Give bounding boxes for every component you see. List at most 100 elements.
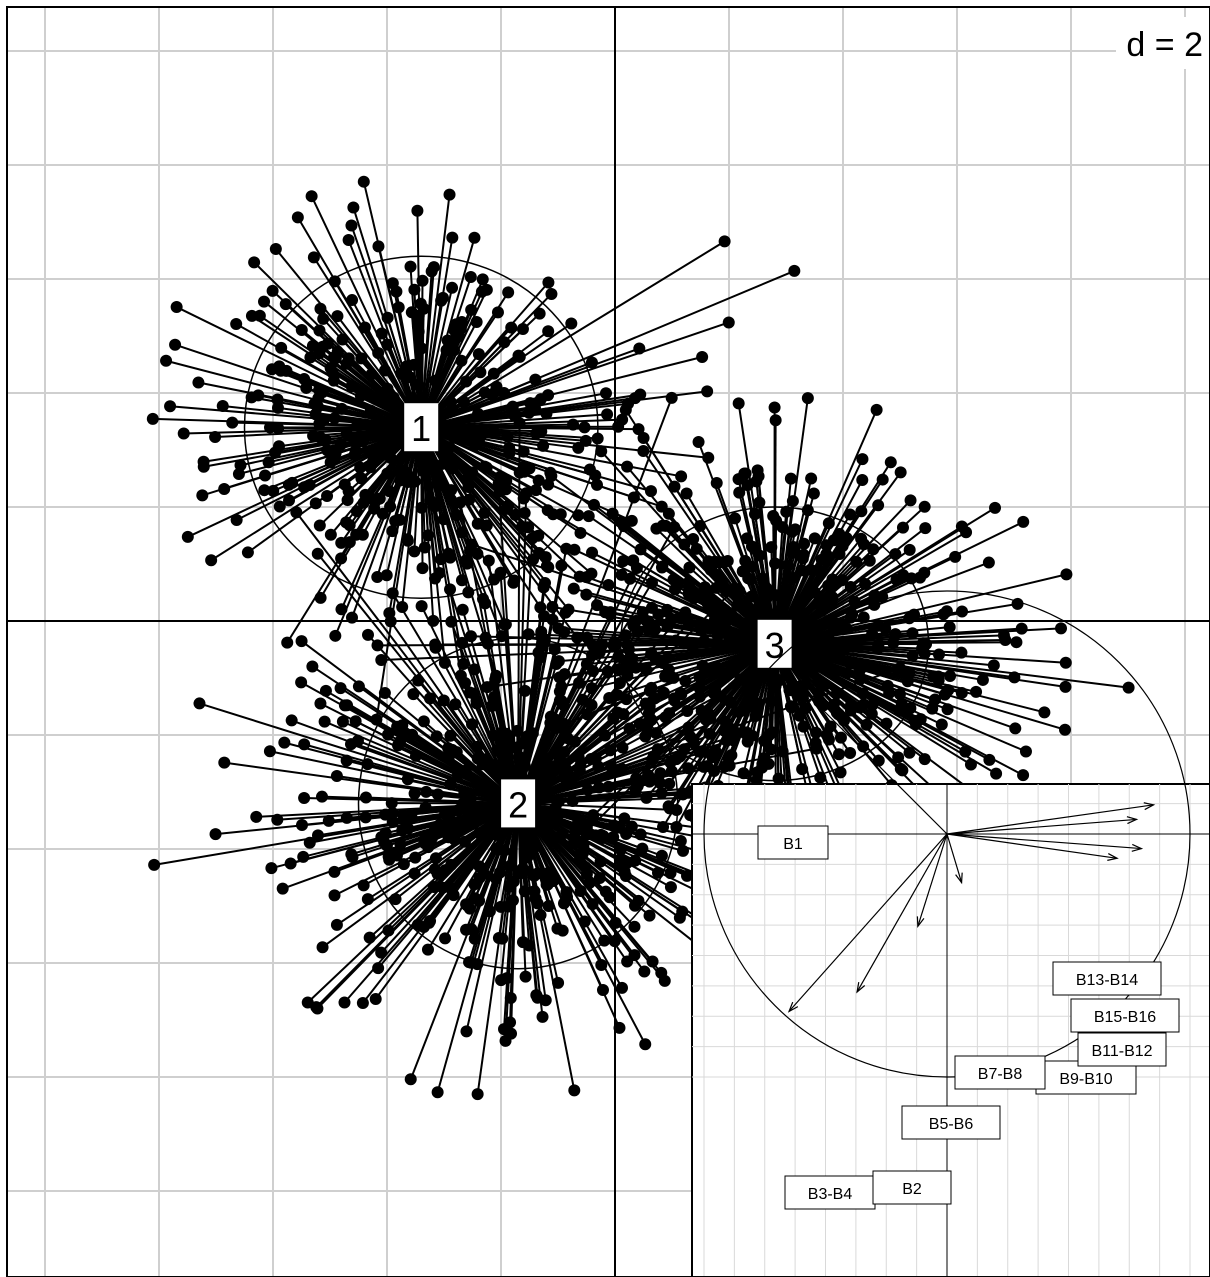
data-point	[567, 418, 580, 431]
data-point	[822, 517, 835, 530]
data-point	[695, 624, 708, 637]
data-point	[395, 410, 408, 423]
data-point	[678, 538, 691, 551]
data-point	[559, 727, 572, 740]
data-point	[664, 867, 677, 880]
data-point	[541, 504, 554, 517]
variable-label-box	[1070, 998, 1180, 1033]
data-point	[356, 528, 369, 541]
data-point	[470, 776, 483, 789]
data-point	[607, 831, 620, 844]
data-point	[519, 684, 532, 697]
data-point	[250, 810, 263, 823]
data-point	[164, 400, 177, 413]
data-point	[586, 546, 599, 559]
data-point	[555, 755, 568, 768]
data-point	[449, 698, 462, 711]
data-point	[602, 578, 615, 591]
data-point	[833, 548, 846, 561]
data-point	[1017, 515, 1030, 528]
data-point	[494, 566, 507, 579]
data-point	[445, 615, 458, 628]
data-point	[290, 506, 303, 519]
data-point	[361, 758, 374, 771]
data-point	[148, 858, 161, 871]
data-point	[1017, 769, 1030, 782]
data-point	[616, 981, 629, 994]
data-point	[491, 743, 504, 756]
data-point	[328, 453, 341, 466]
correlation-circle	[703, 590, 1191, 1078]
data-point	[459, 676, 472, 689]
data-point	[347, 201, 360, 214]
data-point	[352, 680, 365, 693]
data-point	[528, 869, 541, 882]
data-point	[356, 435, 369, 448]
data-point	[634, 543, 647, 556]
data-point	[637, 445, 650, 458]
data-point	[418, 836, 431, 849]
data-point	[860, 718, 873, 731]
data-point	[824, 720, 837, 733]
data-point	[392, 465, 405, 478]
data-point	[889, 548, 902, 561]
data-point	[418, 541, 431, 554]
data-point	[708, 555, 721, 568]
data-point	[546, 601, 559, 614]
data-point	[787, 571, 800, 584]
data-point	[534, 909, 547, 922]
data-point	[725, 749, 738, 762]
data-point	[663, 707, 676, 720]
data-point	[369, 993, 382, 1006]
data-point	[424, 494, 437, 507]
variable-label: B2	[902, 1181, 922, 1198]
data-point	[879, 622, 892, 635]
spoke-line	[310, 195, 423, 428]
data-point	[588, 498, 601, 511]
data-point	[1060, 568, 1073, 581]
data-point	[662, 800, 675, 813]
variable-label-box	[1052, 961, 1162, 996]
data-point	[656, 560, 669, 573]
data-point	[415, 501, 428, 514]
data-point	[539, 735, 552, 748]
data-point	[987, 659, 1000, 672]
data-point	[690, 542, 703, 555]
data-point	[646, 753, 659, 766]
data-point	[813, 695, 826, 708]
data-point	[798, 537, 811, 550]
variable-label: B9-B10	[1059, 1071, 1112, 1088]
data-point	[520, 487, 533, 500]
data-point	[753, 549, 766, 562]
data-point	[500, 972, 513, 985]
arrow-head	[804, 691, 816, 703]
data-point	[887, 636, 900, 649]
data-point	[709, 682, 722, 695]
data-point	[739, 670, 752, 683]
data-point	[417, 459, 430, 472]
data-point	[675, 688, 688, 701]
data-point	[723, 634, 736, 647]
data-point	[241, 546, 254, 559]
data-point	[812, 675, 825, 688]
data-point	[576, 819, 589, 832]
data-point	[372, 412, 385, 425]
variable-label: B13-B14	[1076, 972, 1138, 989]
spoke-line	[427, 802, 519, 951]
data-point	[364, 461, 377, 474]
data-point	[661, 603, 674, 616]
data-point	[357, 879, 370, 892]
loading-arrow	[946, 833, 963, 883]
data-point	[574, 526, 587, 539]
data-point	[196, 489, 209, 502]
data-point	[621, 460, 634, 473]
data-point	[753, 496, 766, 509]
data-point	[306, 339, 319, 352]
data-point	[1019, 745, 1032, 758]
data-point	[405, 812, 418, 825]
data-point	[230, 318, 243, 331]
data-point	[506, 400, 519, 413]
data-point	[1059, 680, 1072, 693]
data-point	[385, 797, 398, 810]
data-point	[415, 342, 428, 355]
